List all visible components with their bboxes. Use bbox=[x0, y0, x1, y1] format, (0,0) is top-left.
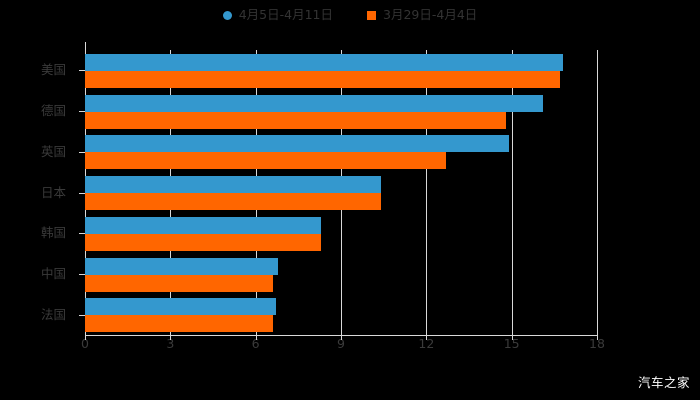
y-tick-mark bbox=[79, 273, 85, 275]
x-tick-0 bbox=[85, 335, 86, 340]
bar-segment[interactable] bbox=[85, 315, 273, 333]
x-tick-15 bbox=[511, 335, 513, 340]
bar-segment[interactable] bbox=[85, 176, 381, 194]
x-axis-tick-label: 9 bbox=[337, 336, 345, 351]
x-axis-tick-label: 18 bbox=[589, 336, 605, 351]
legend-marker-circle-icon bbox=[222, 10, 232, 20]
bar-segment[interactable] bbox=[85, 274, 273, 292]
bar-group bbox=[85, 213, 597, 254]
legend-item-series-2[interactable]: 3月29日-4月4日 bbox=[367, 7, 478, 22]
y-axis-tick-label: 法国 bbox=[40, 306, 66, 322]
bar-segment[interactable] bbox=[85, 257, 279, 275]
x-axis-labels: 0 3 6 9 12 15 18 bbox=[0, 336, 700, 358]
x-axis-tick-label: 15 bbox=[503, 336, 520, 351]
y-tick-mark bbox=[79, 70, 85, 72]
x-tick-9 bbox=[341, 335, 342, 340]
bar-segment[interactable] bbox=[85, 193, 381, 211]
legend-label-series-1: 4月5日-4月11日 bbox=[238, 7, 333, 22]
x-tick-6 bbox=[255, 335, 257, 340]
bar-segment[interactable] bbox=[85, 54, 563, 71]
x-axis-tick-label: 6 bbox=[251, 336, 260, 351]
x-tick-12 bbox=[426, 335, 428, 340]
y-axis-tick-label: 韩国 bbox=[40, 225, 66, 241]
bar-segment[interactable] bbox=[85, 111, 506, 129]
y-axis-tick-label: 英国 bbox=[40, 143, 66, 159]
y-tick-mark bbox=[79, 314, 85, 316]
gridline-x-18 bbox=[597, 50, 598, 335]
watermark: 汽车之家 bbox=[637, 375, 690, 390]
bar-segment[interactable] bbox=[85, 135, 509, 153]
x-tick-3 bbox=[170, 335, 172, 340]
y-axis-labels: 美国德国英国日本韩国中国法国 bbox=[0, 50, 78, 335]
x-tick-18 bbox=[597, 335, 598, 340]
y-tick-mark bbox=[79, 111, 85, 113]
bar-group bbox=[85, 172, 597, 213]
y-axis-tick-label: 中国 bbox=[40, 265, 66, 281]
bar-segment[interactable] bbox=[85, 298, 276, 316]
x-axis-tick-label: 12 bbox=[418, 336, 435, 351]
gridline-x-12 bbox=[426, 50, 428, 335]
y-axis-tick-label: 德国 bbox=[40, 103, 66, 119]
legend-marker-square-icon bbox=[367, 10, 376, 20]
x-axis-tick-label: 3 bbox=[166, 336, 175, 351]
y-axis-tick-label: 日本 bbox=[40, 184, 66, 200]
bar-group bbox=[85, 254, 597, 295]
bar-group bbox=[85, 91, 597, 132]
legend-label-series-2: 3月29日-4月4日 bbox=[383, 7, 478, 22]
bar-rows bbox=[85, 50, 597, 335]
bar-segment[interactable] bbox=[85, 216, 322, 234]
y-tick-mark bbox=[79, 151, 85, 153]
legend-item-series-1[interactable]: 4月5日-4月11日 bbox=[222, 7, 333, 22]
bar-segment[interactable] bbox=[85, 152, 447, 170]
y-tick-mark bbox=[79, 233, 85, 235]
bar-segment[interactable] bbox=[85, 94, 543, 112]
y-tick-mark bbox=[79, 192, 85, 194]
bar-segment[interactable] bbox=[85, 233, 322, 251]
bar-group bbox=[85, 131, 597, 172]
gridline-x-15 bbox=[511, 50, 513, 335]
y-axis-tick-label: 美国 bbox=[40, 62, 66, 78]
x-axis-tick-label: 0 bbox=[81, 336, 89, 351]
bar-segment[interactable] bbox=[85, 71, 561, 88]
bar-group bbox=[85, 294, 597, 335]
bar-group bbox=[85, 50, 597, 91]
plot-area bbox=[85, 42, 598, 336]
chart-legend: 4月5日-4月11日 3月29日-4月4日 bbox=[0, 7, 700, 22]
